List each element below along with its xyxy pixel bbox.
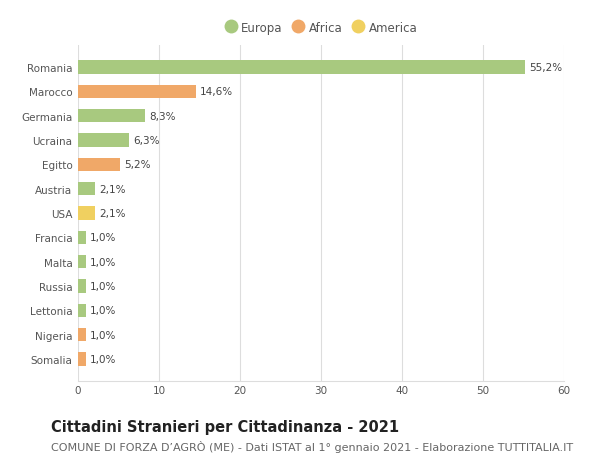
Text: 1,0%: 1,0% bbox=[90, 233, 116, 243]
Bar bbox=[78, 255, 86, 269]
Bar bbox=[78, 207, 95, 220]
Bar bbox=[78, 328, 86, 341]
Bar bbox=[78, 85, 196, 99]
Text: Cittadini Stranieri per Cittadinanza - 2021: Cittadini Stranieri per Cittadinanza - 2… bbox=[51, 419, 399, 434]
Bar bbox=[78, 280, 86, 293]
Bar bbox=[78, 134, 129, 147]
Bar bbox=[78, 110, 145, 123]
Bar bbox=[78, 353, 86, 366]
Text: 1,0%: 1,0% bbox=[90, 306, 116, 315]
Text: 1,0%: 1,0% bbox=[90, 257, 116, 267]
Bar bbox=[78, 61, 525, 74]
Bar bbox=[78, 231, 86, 244]
Text: 55,2%: 55,2% bbox=[529, 63, 562, 73]
Text: 6,3%: 6,3% bbox=[133, 135, 160, 146]
Text: 1,0%: 1,0% bbox=[90, 281, 116, 291]
Text: 1,0%: 1,0% bbox=[90, 330, 116, 340]
Text: 5,2%: 5,2% bbox=[124, 160, 151, 170]
Text: 2,1%: 2,1% bbox=[99, 208, 125, 218]
Bar bbox=[78, 183, 95, 196]
Text: 8,3%: 8,3% bbox=[149, 112, 176, 121]
Text: COMUNE DI FORZA D’AGRÒ (ME) - Dati ISTAT al 1° gennaio 2021 - Elaborazione TUTTI: COMUNE DI FORZA D’AGRÒ (ME) - Dati ISTAT… bbox=[51, 440, 573, 452]
Bar bbox=[78, 304, 86, 317]
Text: 2,1%: 2,1% bbox=[99, 184, 125, 194]
Text: 14,6%: 14,6% bbox=[200, 87, 233, 97]
Bar bbox=[78, 158, 120, 172]
Text: 1,0%: 1,0% bbox=[90, 354, 116, 364]
Legend: Europa, Africa, America: Europa, Africa, America bbox=[221, 18, 421, 38]
